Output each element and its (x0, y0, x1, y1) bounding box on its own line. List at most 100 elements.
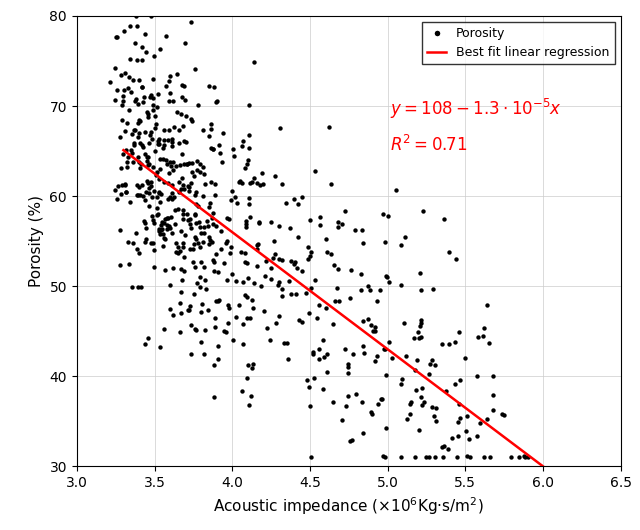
Point (133, 283, 143, 292)
Point (164, 158, 175, 166)
Point (484, 339, 494, 347)
Point (154, 154, 164, 163)
Point (246, 178, 257, 186)
Point (124, 260, 134, 268)
Point (178, 121, 188, 130)
Point (279, 339, 289, 348)
Point (406, 398, 417, 407)
Point (241, 223, 252, 232)
Point (190, 191, 200, 199)
Point (270, 172, 280, 181)
Point (195, 218, 205, 226)
Point (252, 241, 262, 249)
Point (283, 355, 293, 363)
Point (291, 289, 301, 298)
Point (315, 221, 325, 229)
Point (209, 258, 220, 267)
Point (306, 284, 316, 293)
Point (186, 179, 196, 188)
Point (147, 91, 157, 99)
Point (208, 209, 218, 217)
Point (451, 254, 461, 263)
Point (133, 133, 143, 142)
Point (240, 290, 250, 299)
Point (254, 218, 264, 226)
Point (177, 81, 188, 89)
Point (184, 306, 194, 314)
Point (356, 286, 366, 295)
Point (266, 274, 276, 282)
Point (378, 452, 388, 461)
Point (148, 75, 158, 83)
Point (390, 186, 401, 195)
Point (356, 226, 367, 235)
Point (157, 218, 167, 226)
Point (169, 193, 179, 201)
Point (120, 69, 131, 77)
Point (156, 225, 166, 234)
Point (463, 435, 474, 444)
Point (207, 238, 217, 246)
Point (159, 233, 169, 242)
Point (343, 392, 353, 401)
Point (151, 170, 161, 179)
Point (155, 45, 165, 54)
Point (317, 336, 328, 344)
Point (175, 226, 186, 235)
Point (179, 160, 189, 168)
Point (172, 69, 182, 78)
Point (176, 287, 186, 296)
Point (357, 398, 367, 407)
Point (136, 160, 147, 168)
Point (224, 304, 234, 312)
Point (175, 328, 185, 337)
Point (211, 98, 221, 106)
Point (266, 218, 276, 226)
Point (259, 307, 269, 316)
Point (307, 453, 317, 462)
Point (305, 402, 316, 410)
Point (163, 179, 173, 187)
Point (178, 243, 188, 252)
Point (148, 52, 159, 60)
Point (138, 191, 148, 200)
Point (204, 233, 214, 242)
Point (319, 352, 329, 361)
Point (183, 182, 193, 191)
Point (411, 386, 421, 394)
Point (514, 453, 524, 462)
Point (214, 295, 224, 304)
Point (110, 64, 120, 73)
Point (377, 395, 387, 403)
Point (387, 354, 397, 362)
Point (181, 112, 191, 120)
Point (383, 212, 393, 220)
Point (173, 205, 183, 214)
Point (161, 32, 171, 40)
Point (120, 180, 130, 189)
Point (506, 453, 516, 462)
Point (124, 73, 134, 82)
Point (177, 174, 188, 182)
Point (162, 160, 172, 168)
Point (163, 214, 173, 223)
Point (211, 297, 221, 305)
Point (234, 178, 244, 186)
Point (225, 243, 236, 251)
Point (149, 219, 159, 227)
Point (148, 105, 158, 114)
Point (293, 233, 303, 241)
Point (400, 233, 410, 241)
Point (115, 261, 125, 269)
Point (349, 226, 360, 235)
Point (146, 178, 156, 186)
Point (234, 176, 244, 185)
Point (314, 301, 324, 309)
Point (310, 276, 320, 284)
Point (342, 359, 353, 368)
Point (134, 116, 144, 125)
Point (211, 250, 221, 258)
Point (252, 244, 262, 253)
Point (257, 169, 268, 178)
Point (244, 100, 254, 109)
